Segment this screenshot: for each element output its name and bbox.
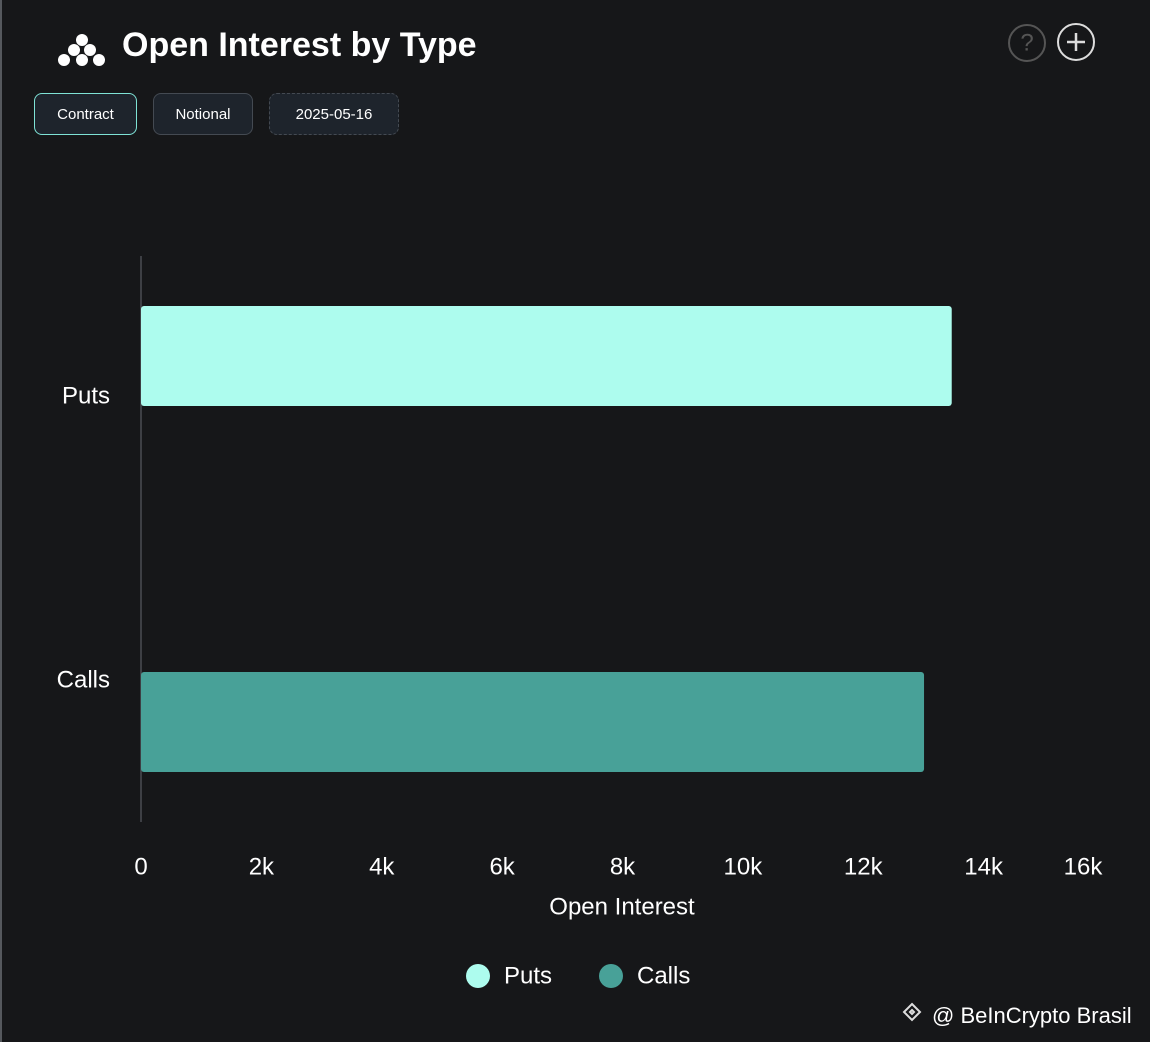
y-tick-label: Calls [57,666,110,693]
x-tick-label: 4k [369,853,395,880]
y-tick-label: Puts [62,382,110,409]
svg-text:?: ? [1020,29,1033,56]
x-tick-label: 6k [489,853,515,880]
contract-button[interactable]: Contract [34,93,137,135]
x-tick-label: 16k [1064,853,1104,880]
chart-title: Open Interest by Type [122,26,477,64]
add-icon[interactable] [1057,23,1095,61]
watermark: @ BeInCrypto Brasil [932,1003,1132,1028]
left-border [0,0,2,1042]
x-axis-label: Open Interest [549,893,695,920]
bar [141,672,925,772]
bar [141,306,952,406]
logo [58,34,105,66]
legend-label: Calls [637,962,690,989]
x-tick-label: 2k [249,853,275,880]
x-tick-label: 12k [844,853,884,880]
x-tick-label: 0 [134,853,147,880]
legend-swatch [466,964,490,988]
x-tick-label: 8k [610,853,636,880]
date-button[interactable]: 2025-05-16 [269,93,399,135]
legend-label: Puts [504,962,552,989]
help-icon[interactable]: ? [1008,24,1046,62]
x-tick-label: 10k [724,853,764,880]
x-tick-label: 14k [964,853,1004,880]
notional-button[interactable]: Notional [153,93,253,135]
legend-swatch [599,964,623,988]
watermark-group: @ BeInCrypto Brasil [902,1002,1132,1028]
